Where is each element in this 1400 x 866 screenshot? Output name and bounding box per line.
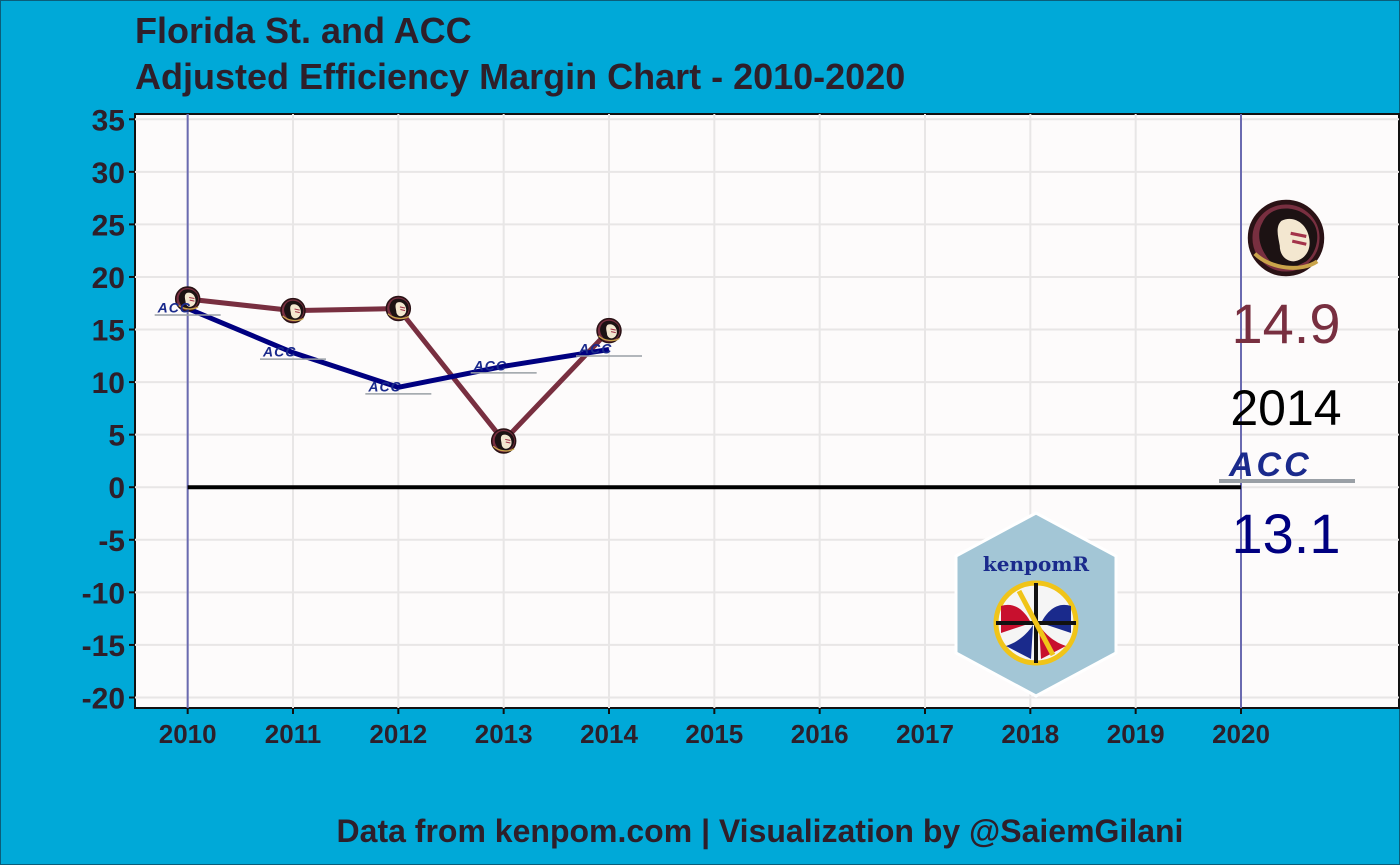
team-point-marker [385,295,412,322]
y-tick-label: -10 [82,577,125,610]
y-tick-label: 10 [92,367,125,400]
badge-label: kenpomR [983,552,1090,576]
x-tick-label: 2012 [369,719,427,749]
x-tick-label: 2015 [685,719,743,749]
x-tick-label: 2013 [475,719,533,749]
y-tick-label: -20 [82,682,125,715]
y-tick-label: 20 [92,262,125,295]
x-tick-label: 2010 [159,719,217,749]
side-panel: 14.9 2014 ACC 13.1 [1219,202,1355,565]
team-point-marker [490,427,517,454]
kenpomr-badge: kenpomR [954,511,1118,698]
y-axis-ticks: 35 30 25 20 15 10 5 0 -5 -10 -15 -20 [82,104,135,715]
x-tick-label: 2019 [1107,719,1165,749]
year-label: 2014 [1230,380,1341,436]
chart-title-line2: Adjusted Efficiency Margin Chart - 2010-… [135,56,906,97]
x-tick-label: 2016 [791,719,849,749]
fsu-seminoles-logo [1250,202,1322,274]
plot-panel [134,113,1400,709]
x-tick-label: 2014 [580,719,638,749]
y-tick-label: 0 [108,472,125,505]
x-axis-ticks: 2010 2011 2012 2013 2014 2015 2016 2017 2018 2019… [159,708,1270,749]
source-caption: Data from kenpom.com | Visualization by … [336,813,1184,849]
x-tick-label: 2020 [1212,719,1270,749]
y-tick-label: 30 [92,157,125,190]
acc-logo: ACC [1219,446,1355,484]
x-tick-label: 2011 [265,719,321,749]
x-tick-label: 2018 [1001,719,1059,749]
team-value-label: 14.9 [1232,292,1341,355]
chart-title-line1: Florida St. and ACC [135,10,472,51]
y-tick-label: 5 [108,420,125,453]
team-point-marker [280,297,306,324]
vertical-markers [186,114,1242,708]
y-tick-label: -15 [82,630,125,663]
y-tick-label: 35 [92,104,125,137]
x-tick-label: 2017 [896,719,954,749]
y-tick-label: 15 [92,315,125,348]
y-tick-label: -5 [98,525,125,558]
y-tick-label: 25 [92,209,125,242]
team-point-marker [596,317,622,344]
basketball-icon [993,580,1079,666]
conf-value-label: 13.1 [1232,502,1341,565]
acc-logo-text: ACC [1228,446,1312,484]
